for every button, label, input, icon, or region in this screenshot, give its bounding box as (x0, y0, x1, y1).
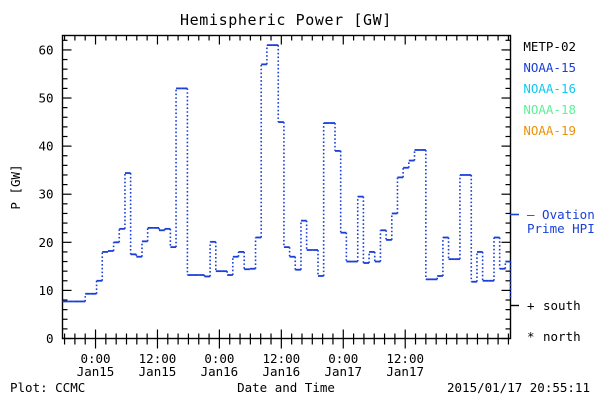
north-label: north (543, 329, 581, 344)
data-series (62, 44, 512, 303)
y-tick-label: 0 (46, 331, 54, 346)
data-series-layer (62, 44, 512, 303)
footer-timestamp: 2015/01/17 20:55:11 (447, 380, 590, 395)
x-tick-label-date: Jan16 (263, 364, 301, 379)
legend: METP-02 NOAA-15 NOAA-16 NOAA-18 NOAA-19 (523, 39, 576, 138)
y-tick-label: 30 (38, 187, 53, 202)
x-tick-label-date: Jan17 (324, 364, 362, 379)
x-tick-label-time: 0:00 (328, 351, 358, 366)
legend-item-noaa-18: NOAA-18 (523, 102, 576, 117)
y-tick-label: 60 (38, 42, 53, 57)
legend-item-noaa-19: NOAA-19 (523, 123, 576, 138)
ovation-label-line2: Prime HPI (527, 221, 595, 236)
x-tick-label-time: 12:00 (139, 351, 177, 366)
x-axis-tick-labels: 0:00Jan1512:00Jan150:00Jan1612:00Jan160:… (77, 351, 424, 379)
page-title: Hemispheric Power [GW] (180, 11, 392, 29)
x-tick-label-time: 12:00 (386, 351, 424, 366)
y-axis-label: P [GW] (8, 164, 23, 209)
y-tick-label: 10 (38, 283, 53, 298)
south-marker-glyph: + (527, 298, 535, 313)
y-tick-label: 40 (38, 139, 53, 154)
x-tick-label-time: 12:00 (263, 351, 301, 366)
legend-item-metp-02: METP-02 (523, 39, 576, 54)
x-tick-label-date: Jan15 (139, 364, 177, 379)
north-marker-glyph: * (527, 329, 535, 344)
y-tick-label: 50 (38, 91, 53, 106)
x-axis-label: Date and Time (237, 380, 335, 395)
y-axis-ticks (62, 39, 511, 340)
y-axis-tick-labels: 0 10 20 30 40 50 60 (38, 42, 53, 346)
x-tick-label-time: 0:00 (80, 351, 110, 366)
x-tick-label-time: 0:00 (204, 351, 234, 366)
ovation-label-line1: — Ovation (527, 207, 595, 222)
x-tick-label-date: Jan17 (386, 364, 424, 379)
x-tick-label-date: Jan16 (201, 364, 239, 379)
x-tick-label-date: Jan15 (77, 364, 115, 379)
legend-item-noaa-16: NOAA-16 (523, 81, 576, 96)
south-label: south (543, 298, 581, 313)
y-tick-label: 20 (38, 235, 53, 250)
legend-item-noaa-15: NOAA-15 (523, 60, 576, 75)
x-axis-ticks (63, 35, 510, 349)
plot-frame (61, 34, 512, 340)
footer-left: Plot: CCMC (10, 380, 85, 395)
